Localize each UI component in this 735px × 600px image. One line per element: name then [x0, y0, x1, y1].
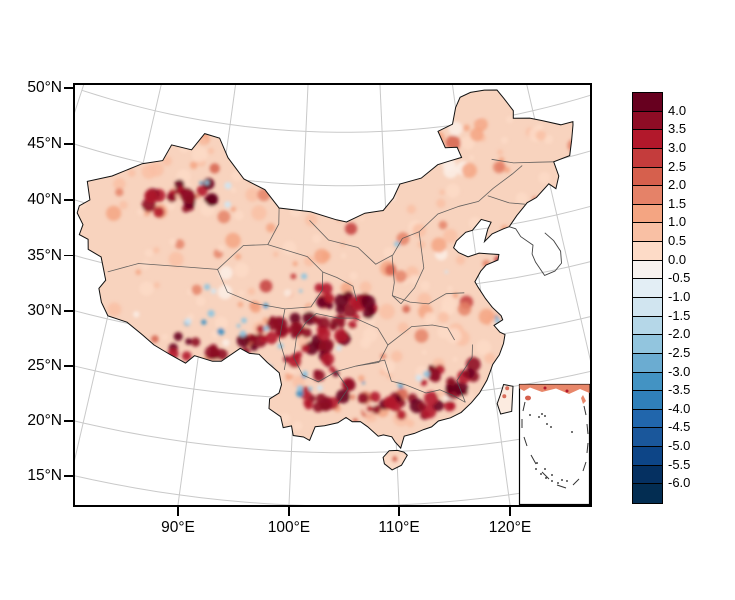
map-plot-area: [73, 83, 592, 507]
colorbar-label: -1.5: [668, 307, 691, 323]
y-tick: [64, 420, 73, 422]
y-tick-label: 30°N: [27, 301, 62, 319]
colorbar-label: -2.5: [668, 344, 691, 360]
colorbar-label: -5.5: [668, 456, 691, 472]
colorbar-segment: [633, 279, 662, 298]
colorbar-label: -4.5: [668, 419, 691, 435]
y-tick: [64, 143, 73, 145]
y-tick-label: 25°N: [27, 357, 62, 375]
y-tick: [64, 310, 73, 312]
y-tick-label: 45°N: [27, 135, 62, 153]
y-tick-label: 40°N: [27, 191, 62, 209]
y-tick: [64, 475, 73, 477]
colorbar-segment: [633, 205, 662, 223]
colorbar-segment: [633, 130, 662, 149]
y-tick-label: 15°N: [27, 466, 62, 484]
colorbar-label: 4.0: [668, 102, 687, 118]
colorbar-segment: [633, 447, 662, 466]
x-tick: [177, 507, 179, 516]
x-tick-label: 90°E: [161, 519, 195, 536]
china-anomaly-map: [75, 85, 590, 505]
colorbar-segment: [633, 261, 662, 279]
x-tick: [398, 507, 400, 516]
colorbar-label: -3.0: [668, 363, 691, 379]
colorbar-label: -2.0: [668, 326, 691, 342]
y-tick: [64, 87, 73, 89]
y-tick: [64, 254, 73, 257]
colorbar-segment: [633, 335, 662, 354]
y-tick: [64, 199, 73, 201]
colorbar-segment: [633, 428, 662, 447]
y-tick-label: 35°N: [27, 246, 62, 264]
colorbar-segment: [633, 466, 662, 484]
colorbar-label: -1.0: [668, 289, 691, 304]
y-tick: [64, 365, 73, 367]
colorbar-label: 3.0: [668, 139, 687, 155]
colorbar-label: 1.5: [668, 195, 687, 211]
colorbar-segment: [633, 242, 662, 261]
colorbar-label: 2.5: [668, 158, 687, 174]
x-tick: [509, 507, 511, 516]
colorbar-label: 0.5: [668, 233, 687, 249]
colorbar-segment: [633, 391, 662, 410]
colorbar-label: -0.5: [668, 270, 691, 286]
taiwan-anomaly-dots: [502, 386, 510, 399]
colorbar-segment: [633, 410, 662, 428]
colorbar-segment: [633, 149, 662, 168]
colorbar-segment: [633, 298, 662, 317]
colorbar-label: -6.0: [668, 475, 691, 491]
colorbar-label: -3.5: [668, 382, 691, 398]
colorbar-segment: [633, 317, 662, 335]
colorbar-segment: [633, 484, 662, 503]
y-tick-label: 50°N: [27, 79, 62, 97]
colorbar-label: -5.0: [668, 438, 691, 454]
country-outline: [76, 89, 574, 471]
colorbar-segment: [633, 168, 662, 186]
x-tick-label: 110°E: [378, 519, 420, 536]
colorbar: [632, 92, 663, 504]
colorbar-segment: [633, 373, 662, 391]
south-china-sea-inset: [518, 383, 590, 505]
y-tick-label: 20°N: [27, 412, 62, 430]
province-borders: [107, 158, 554, 404]
colorbar-label: 2.0: [668, 177, 687, 193]
x-tick: [288, 507, 290, 516]
colorbar-segment: [633, 93, 662, 112]
colorbar-label: -4.0: [668, 400, 691, 416]
colorbar-segment: [633, 112, 662, 130]
colorbar-label: 1.0: [668, 214, 687, 230]
colorbar-segment: [633, 354, 662, 373]
colorbar-segment: [633, 223, 662, 242]
x-tick-label: 120°E: [488, 519, 532, 536]
colorbar-label: 0.0: [668, 251, 687, 267]
x-tick-label: 100°E: [267, 519, 311, 536]
colorbar-label: 3.5: [668, 121, 687, 137]
colorbar-segment: [633, 186, 662, 205]
